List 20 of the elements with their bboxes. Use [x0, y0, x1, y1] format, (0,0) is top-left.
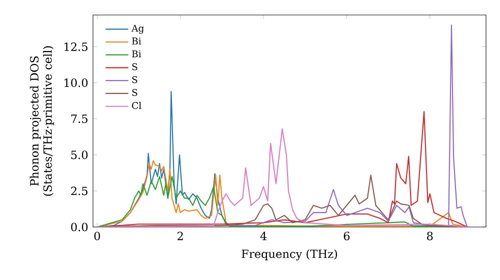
- y-axis-title: Phonon projected DOS (States/THz·primitive cell): [30, 46, 54, 196]
- y-tick-label: 5.0: [71, 150, 88, 160]
- y-tick-label: 2.5: [71, 186, 88, 196]
- x-tick-label: 8: [427, 232, 433, 240]
- legend-label: S: [132, 63, 138, 70]
- x-tick-label: 2: [178, 232, 183, 240]
- legend-label: Cl: [132, 102, 142, 110]
- x-tick-label: 6: [344, 232, 350, 240]
- y-tick-label: 0.0: [71, 222, 88, 232]
- legend-label: Ag: [131, 24, 144, 34]
- x-tick-label: 0: [94, 232, 100, 240]
- y-tick-label: 12.5: [64, 42, 88, 52]
- legend-label: Bi: [132, 50, 142, 58]
- x-tick-label: 4: [260, 232, 267, 240]
- x-axis-title: Frequency (THz): [242, 249, 338, 260]
- legend-label: S: [132, 76, 138, 84]
- y-tick-label: 7.5: [71, 114, 88, 124]
- legend-label: Bi: [132, 38, 142, 44]
- legend-label: S: [132, 88, 138, 96]
- y-tick-label: 10.0: [64, 78, 88, 88]
